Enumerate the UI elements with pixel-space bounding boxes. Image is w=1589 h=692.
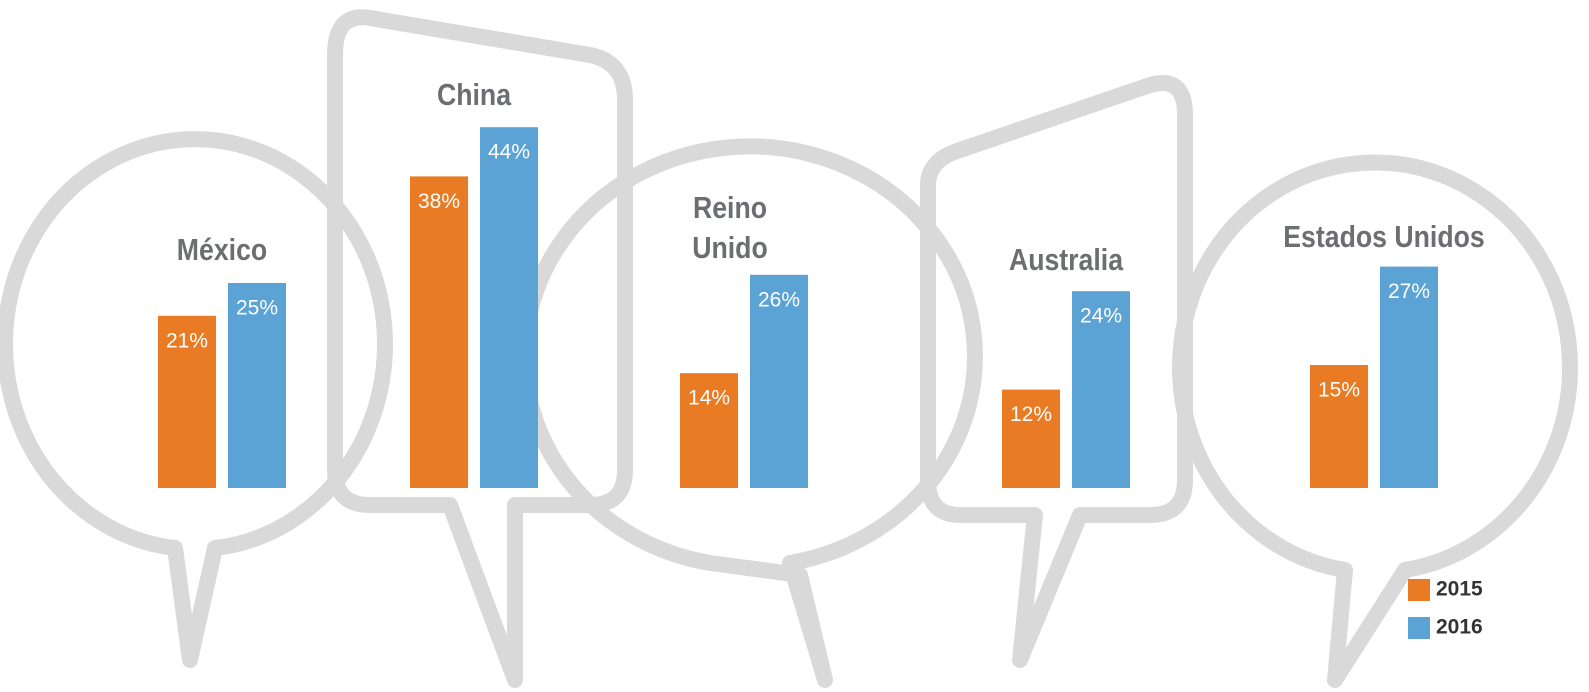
- category-label: China: [436, 77, 512, 112]
- bubbles: [0, 9, 1578, 688]
- legend-label: 2015: [1436, 578, 1483, 601]
- bar: [410, 176, 468, 488]
- value-label: 12%: [1010, 403, 1052, 426]
- bar: [158, 315, 216, 488]
- value-label: 14%: [688, 387, 730, 410]
- bubble: [0, 131, 393, 668]
- bar: [1072, 291, 1130, 488]
- value-label: 24%: [1080, 305, 1122, 328]
- value-label: 38%: [418, 190, 460, 213]
- value-label: 26%: [758, 288, 800, 311]
- bubble: [517, 138, 983, 688]
- bar: [750, 274, 808, 488]
- bar: [1310, 365, 1368, 488]
- value-label: 27%: [1388, 280, 1430, 303]
- bar: [1380, 266, 1438, 488]
- value-label: 15%: [1318, 379, 1360, 402]
- legend-label: 2016: [1436, 616, 1483, 639]
- bubble: [920, 75, 1193, 668]
- legend-swatch: [1408, 579, 1430, 601]
- bar: [228, 283, 286, 488]
- bubble: [327, 9, 633, 688]
- bubble: [1172, 154, 1578, 688]
- value-label: 25%: [236, 297, 278, 320]
- category-label: Estados Unidos: [1283, 219, 1485, 254]
- value-label: 44%: [488, 141, 530, 164]
- bar: [1002, 389, 1060, 488]
- bar: [680, 373, 738, 488]
- bar: [480, 127, 538, 488]
- category-label: Reino Unido: [692, 190, 768, 265]
- value-label: 21%: [166, 329, 208, 352]
- category-label: México: [176, 232, 268, 267]
- legend-swatch: [1408, 617, 1430, 639]
- category-label: Australia: [1008, 242, 1124, 277]
